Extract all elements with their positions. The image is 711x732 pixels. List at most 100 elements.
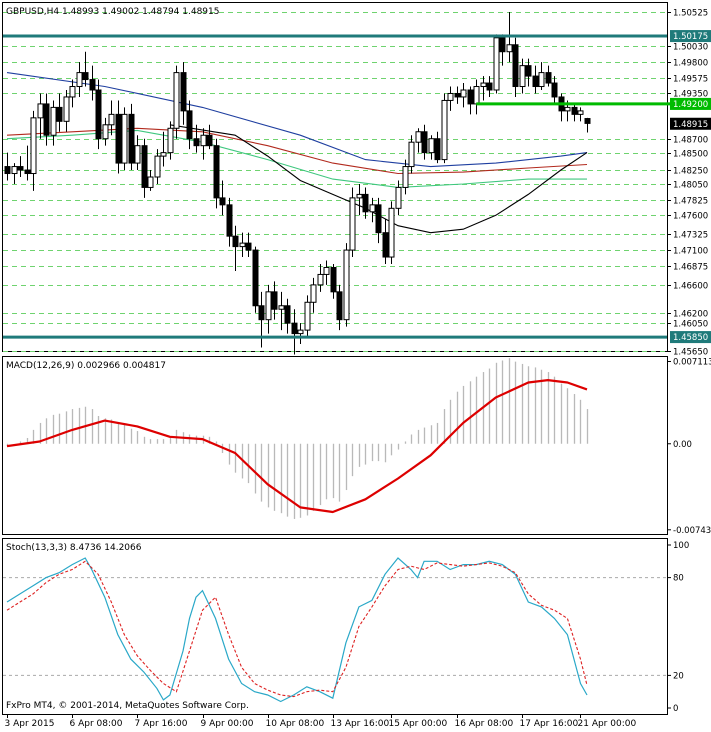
candle (121, 107, 128, 171)
candle-body-bull (108, 113, 115, 126)
candle-body-bear (89, 79, 96, 91)
time-axis: 3 Apr 2015 6 Apr 08:00 7 Apr 16:00 9 Apr 00… (5, 714, 636, 729)
stoch-axis: 100 80 20 0 (667, 541, 689, 714)
candle (343, 243, 350, 327)
candle-body-bull (147, 176, 154, 188)
candle (408, 135, 415, 174)
time-tick-label: 3 Apr 2015 (5, 719, 55, 729)
candle-body-bear (499, 37, 506, 53)
candle-body-bull (50, 106, 57, 136)
candle-body-bear (551, 82, 558, 98)
stoch-pane: 100 80 20 0 Stoch(13,3,3) 8.4736 14.2066 Fx… (2, 538, 689, 715)
candle (63, 90, 70, 132)
price-pane-frame (2, 2, 668, 352)
candle (50, 100, 57, 146)
macd-tick-label: 0.007113 (673, 357, 711, 367)
chart-header: GBPUSD,H4 1.48993 1.49002 1.48794 1.4891… (6, 7, 219, 17)
candle-body-bull (239, 242, 246, 248)
candle (271, 281, 278, 320)
price-axis: 1.50525 1.50030 1.49800 1.49575 1.49350 1.487… (667, 9, 711, 358)
candle-body-bear (193, 138, 200, 147)
stoch-pane-frame (2, 538, 668, 715)
candle (30, 110, 37, 191)
candle-body-bear (382, 232, 389, 258)
level-price-label: 1.50175 (673, 32, 708, 42)
candle-body-bear (24, 169, 31, 175)
candle (369, 197, 376, 223)
candle-body-bull (37, 103, 44, 119)
candle-body-bear (362, 193, 369, 213)
candle-body-bull (356, 193, 363, 199)
macd-axis: 0.007113 0.00 -0.007437 (667, 357, 711, 536)
candle-body-bear (56, 106, 63, 122)
price-tick-label: 1.47600 (673, 212, 708, 222)
candle-body-bear (584, 118, 591, 124)
candle-body-bear (213, 145, 220, 199)
candle-body-bull (415, 131, 422, 143)
macd-signal-polyline (6, 379, 588, 514)
candle-body-bull (343, 249, 350, 321)
candle (252, 246, 259, 313)
candle (147, 170, 154, 191)
candle (467, 86, 474, 115)
candle-body-bear (115, 113, 122, 164)
candle (532, 65, 539, 94)
candle (95, 79, 102, 150)
candle (284, 298, 291, 334)
candle (441, 93, 448, 164)
candle-body-bull (265, 291, 272, 321)
candle (219, 180, 226, 216)
stoch-lines (6, 557, 588, 703)
candle (245, 232, 252, 258)
macd-tick-label: 0.00 (673, 440, 692, 450)
candle-body-bear (375, 204, 382, 234)
candle (356, 183, 363, 216)
candle-body-bull (323, 266, 330, 275)
level-price-tag (670, 117, 711, 130)
macd-pane-frame (2, 356, 668, 535)
price-tick-label: 1.48250 (673, 167, 708, 177)
candle (480, 76, 487, 101)
candle (278, 291, 285, 331)
macd-label: MACD(12,26,9) 0.002966 0.004817 (6, 361, 166, 371)
candle-body-bull (460, 89, 467, 98)
level-price-tag (670, 331, 711, 344)
candle-body-bear (532, 75, 539, 88)
candle (571, 103, 578, 122)
price-tick-label: 1.50030 (673, 43, 708, 53)
candle-body-bull (63, 96, 70, 122)
candle (434, 131, 441, 164)
candle (584, 117, 591, 133)
copyright: FxPro MT4, © 2001-2014, MetaQuotes Softw… (6, 701, 249, 711)
candle-body-bull (506, 44, 513, 53)
price-tick-label: 1.48050 (673, 181, 708, 191)
time-tick-label: 7 Apr 16:00 (135, 719, 188, 729)
candle-body-bull (577, 110, 584, 115)
level-price-tag (670, 97, 711, 110)
candle-body-bear (454, 92, 461, 98)
candle-body-bear (330, 266, 337, 293)
candle (551, 76, 558, 104)
time-tick-label: 13 Apr 16:00 (331, 719, 390, 729)
time-tick-label: 10 Apr 08:00 (266, 719, 325, 729)
candle (421, 124, 428, 160)
time-tick-label: 15 Apr 00:00 (389, 719, 448, 729)
moving-average-line (6, 72, 588, 168)
candle (76, 62, 83, 97)
candle-body-bear (434, 138, 441, 161)
candle-body-bull (121, 113, 128, 164)
time-tick-label: 16 Apr 08:00 (455, 719, 514, 729)
candle-body-bull (428, 138, 435, 154)
candle (382, 218, 389, 264)
candle (512, 37, 519, 97)
candle-body-bull (519, 65, 526, 88)
price-tick-label: 1.47100 (673, 247, 708, 257)
candle-body-bear (232, 235, 239, 248)
candle (349, 187, 356, 258)
candle-body-bull (304, 301, 311, 331)
candle (486, 76, 493, 97)
candle (180, 62, 187, 125)
candle-body-bull (538, 72, 545, 88)
candle (538, 62, 545, 90)
candle-body-bear (512, 44, 519, 88)
